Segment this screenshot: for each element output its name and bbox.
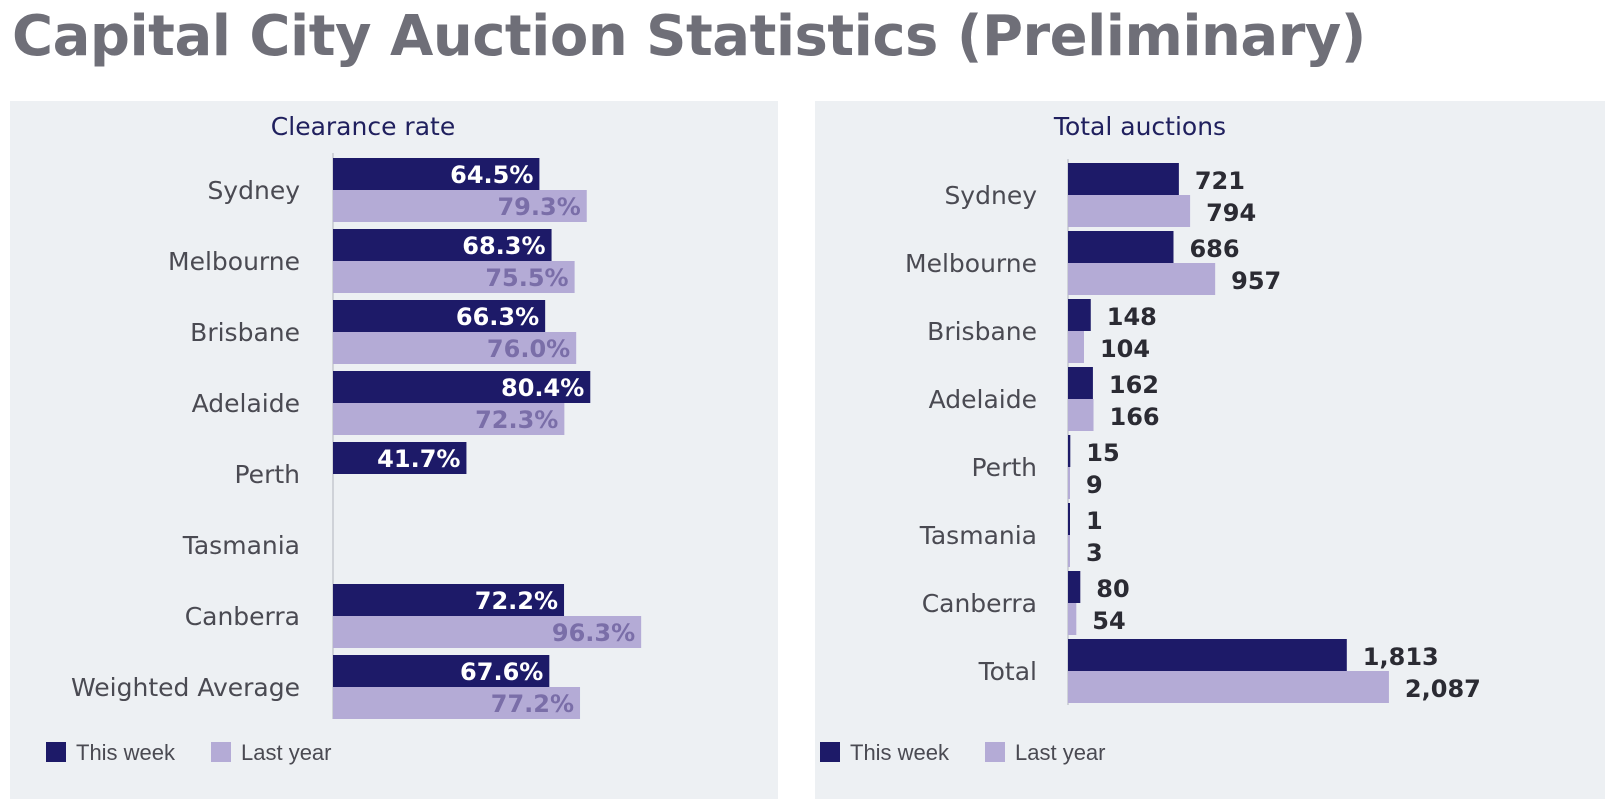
auctions-legend-label-last-year: Last year [1015, 740, 1106, 765]
auctions-value-last-year-tasmania: 3 [1086, 539, 1103, 567]
clearance-bar-last-year-weighted-average [333, 687, 581, 719]
auctions-value-last-year-sydney: 794 [1206, 199, 1256, 227]
clearance-legend-swatch-this-week [46, 742, 66, 762]
clearance-value-last-year-melbourne: 75.5% [485, 264, 568, 292]
clearance-category-label-brisbane: Brisbane [190, 318, 300, 347]
clearance-category-label-sydney: Sydney [207, 176, 300, 205]
clearance-bar-this-week-adelaide [333, 371, 591, 403]
clearance-bar-this-week-weighted-average [333, 655, 550, 687]
clearance-value-this-week-sydney: 64.5% [450, 161, 533, 189]
clearance-bar-last-year-sydney [333, 190, 587, 222]
clearance-bar-this-week-canberra [333, 584, 565, 616]
auctions-value-this-week-melbourne: 686 [1189, 235, 1239, 263]
clearance-value-last-year-canberra: 96.3% [552, 619, 635, 647]
clearance-value-this-week-weighted-average: 67.6% [460, 658, 543, 686]
clearance-legend-label-this-week: This week [76, 740, 176, 765]
clearance-value-this-week-canberra: 72.2% [475, 587, 558, 615]
auctions-value-this-week-adelaide: 162 [1109, 371, 1159, 399]
clearance-legend-swatch-last-year [211, 742, 231, 762]
auctions-legend-label-this-week: This week [850, 740, 950, 765]
auctions-value-last-year-adelaide: 166 [1110, 403, 1160, 431]
auctions-bar-this-week-tasmania [1068, 503, 1070, 535]
auctions-value-this-week-sydney: 721 [1195, 167, 1245, 195]
auctions-category-label-canberra: Canberra [922, 589, 1037, 618]
clearance-value-this-week-adelaide: 80.4% [501, 374, 584, 402]
auctions-value-last-year-perth: 9 [1086, 471, 1103, 499]
auctions-bar-last-year-brisbane [1068, 331, 1084, 363]
auctions-value-last-year-melbourne: 957 [1231, 267, 1281, 295]
auctions-bar-last-year-perth [1068, 467, 1070, 499]
auctions-bar-last-year-melbourne [1068, 263, 1216, 295]
clearance-bar-last-year-adelaide [333, 403, 565, 435]
auctions-bar-last-year-tasmania [1068, 535, 1070, 567]
clearance-category-label-perth: Perth [235, 460, 301, 489]
auctions-legend-swatch-this-week [820, 742, 840, 762]
clearance-category-label-tasmania: Tasmania [182, 531, 300, 560]
auctions-value-this-week-total: 1,813 [1363, 643, 1439, 671]
auctions-value-this-week-tasmania: 1 [1086, 507, 1103, 535]
clearance-bar-this-week-sydney [333, 158, 540, 190]
clearance-rate-panel: Clearance rate Sydney 64.5% 79.3% Melbourne 6… [10, 101, 778, 799]
clearance-bar-this-week-brisbane [333, 300, 546, 332]
clearance-rate-chart: Clearance rate Sydney 64.5% 79.3% Melbourne 6… [46, 112, 642, 765]
auctions-bar-this-week-melbourne [1068, 231, 1174, 263]
clearance-category-label-canberra: Canberra [185, 602, 300, 631]
clearance-bar-last-year-canberra [333, 616, 642, 648]
auctions-bar-this-week-total [1068, 639, 1347, 671]
auctions-bar-this-week-brisbane [1068, 299, 1091, 331]
auctions-bar-this-week-canberra [1068, 571, 1081, 603]
clearance-value-last-year-adelaide: 72.3% [475, 406, 558, 434]
auctions-value-this-week-brisbane: 148 [1107, 303, 1157, 331]
page-title: Capital City Auction Statistics (Prelimi… [12, 4, 1366, 69]
auctions-bar-last-year-adelaide [1068, 399, 1094, 431]
auctions-bar-last-year-sydney [1068, 195, 1191, 227]
auctions-category-label-brisbane: Brisbane [927, 317, 1037, 346]
auctions-value-last-year-brisbane: 104 [1100, 335, 1150, 363]
clearance-value-this-week-perth: 41.7% [377, 445, 460, 473]
clearance-value-this-week-melbourne: 68.3% [462, 232, 545, 260]
clearance-legend-label-last-year: Last year [241, 740, 332, 765]
auctions-category-label-total: Total [978, 657, 1037, 686]
auctions-bar-last-year-canberra [1068, 603, 1077, 635]
auctions-bar-last-year-total [1068, 671, 1389, 703]
clearance-bar-last-year-brisbane [333, 332, 577, 364]
auctions-bar-this-week-adelaide [1068, 367, 1093, 399]
auctions-value-last-year-total: 2,087 [1405, 675, 1481, 703]
clearance-chart-title: Clearance rate [271, 112, 455, 141]
total-auctions-panel: Total auctions Sydney 721 794 Melbourne 686 95… [815, 101, 1605, 799]
auctions-category-label-tasmania: Tasmania [919, 521, 1037, 550]
auctions-bar-this-week-perth [1068, 435, 1071, 467]
auctions-category-label-sydney: Sydney [944, 181, 1037, 210]
clearance-value-last-year-brisbane: 76.0% [487, 335, 570, 363]
clearance-category-label-melbourne: Melbourne [168, 247, 300, 276]
clearance-category-label-weighted-average: Weighted Average [71, 673, 300, 702]
auctions-bar-this-week-sydney [1068, 163, 1179, 195]
auctions-category-label-perth: Perth [972, 453, 1038, 482]
clearance-value-this-week-brisbane: 66.3% [456, 303, 539, 331]
clearance-category-label-adelaide: Adelaide [192, 389, 300, 418]
auctions-legend-swatch-last-year [985, 742, 1005, 762]
auctions-category-label-adelaide: Adelaide [929, 385, 1037, 414]
clearance-bar-last-year-melbourne [333, 261, 575, 293]
auctions-value-this-week-canberra: 80 [1096, 575, 1129, 603]
auctions-chart-title: Total auctions [1053, 112, 1226, 141]
clearance-value-last-year-weighted-average: 77.2% [491, 690, 574, 718]
clearance-bar-this-week-perth [333, 442, 467, 474]
auctions-value-last-year-canberra: 54 [1092, 607, 1125, 635]
clearance-bar-this-week-melbourne [333, 229, 552, 261]
clearance-value-last-year-sydney: 79.3% [497, 193, 580, 221]
auctions-value-this-week-perth: 15 [1086, 439, 1119, 467]
auctions-category-label-melbourne: Melbourne [905, 249, 1037, 278]
